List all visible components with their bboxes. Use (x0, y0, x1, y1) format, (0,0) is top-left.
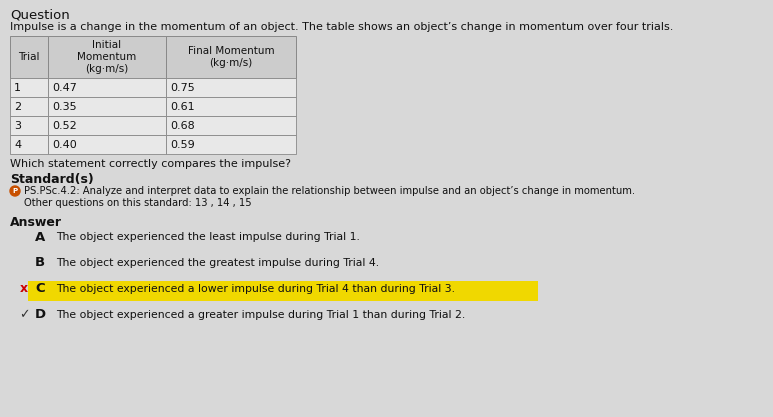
Bar (166, 116, 296, 135)
Text: P: P (12, 188, 18, 194)
Text: A: A (35, 231, 45, 244)
Text: Standard(s): Standard(s) (10, 173, 94, 186)
Text: 0.47: 0.47 (52, 83, 77, 93)
Text: 2: 2 (14, 101, 21, 111)
Text: 0.68: 0.68 (170, 121, 195, 131)
Text: Which statement correctly compares the impulse?: Which statement correctly compares the i… (10, 159, 291, 169)
Bar (166, 97, 296, 116)
Text: 0.61: 0.61 (170, 101, 195, 111)
Text: C: C (36, 282, 45, 296)
Bar (166, 78, 296, 97)
Bar (48, 36, 166, 78)
Text: The object experienced a lower impulse during Trial 4 than during Trial 3.: The object experienced a lower impulse d… (56, 284, 455, 294)
Circle shape (10, 186, 20, 196)
Text: B: B (35, 256, 45, 269)
Text: PS.PSc.4.2: Analyze and interpret data to explain the relationship between impul: PS.PSc.4.2: Analyze and interpret data t… (24, 186, 635, 196)
Text: 0.52: 0.52 (52, 121, 77, 131)
Bar (48, 116, 166, 135)
Text: 0.59: 0.59 (170, 140, 195, 150)
Bar (10, 135, 48, 154)
Text: Initial
Momentum
(kg·m/s): Initial Momentum (kg·m/s) (77, 40, 137, 73)
Text: The object experienced the greatest impulse during Trial 4.: The object experienced the greatest impu… (56, 258, 379, 268)
Text: Answer: Answer (10, 216, 62, 229)
Text: 3: 3 (14, 121, 21, 131)
Bar (10, 36, 48, 78)
Text: 0.75: 0.75 (170, 83, 195, 93)
Text: 4: 4 (14, 140, 21, 150)
Text: Impulse is a change in the momentum of an object. The table shows an object’s ch: Impulse is a change in the momentum of a… (10, 22, 673, 32)
Bar (166, 135, 296, 154)
Text: 0.40: 0.40 (52, 140, 77, 150)
Text: ✓: ✓ (19, 309, 29, 322)
Bar (48, 135, 166, 154)
Text: Trial: Trial (19, 52, 39, 62)
Text: x: x (20, 282, 28, 296)
Bar (48, 78, 166, 97)
Text: D: D (35, 309, 46, 322)
Bar (10, 116, 48, 135)
Text: 1: 1 (14, 83, 21, 93)
Bar (166, 36, 296, 78)
Bar (10, 78, 48, 97)
Text: Other questions on this standard: 13 , 14 , 15: Other questions on this standard: 13 , 1… (24, 198, 252, 208)
Text: 0.35: 0.35 (52, 101, 77, 111)
Text: Final Momentum
(kg·m/s): Final Momentum (kg·m/s) (188, 46, 274, 68)
Text: The object experienced a greater impulse during Trial 1 than during Trial 2.: The object experienced a greater impulse… (56, 310, 465, 320)
Text: The object experienced the least impulse during Trial 1.: The object experienced the least impulse… (56, 232, 360, 242)
Bar (28, 281, 538, 301)
Bar (48, 97, 166, 116)
Text: Question: Question (10, 8, 70, 21)
Bar (10, 97, 48, 116)
